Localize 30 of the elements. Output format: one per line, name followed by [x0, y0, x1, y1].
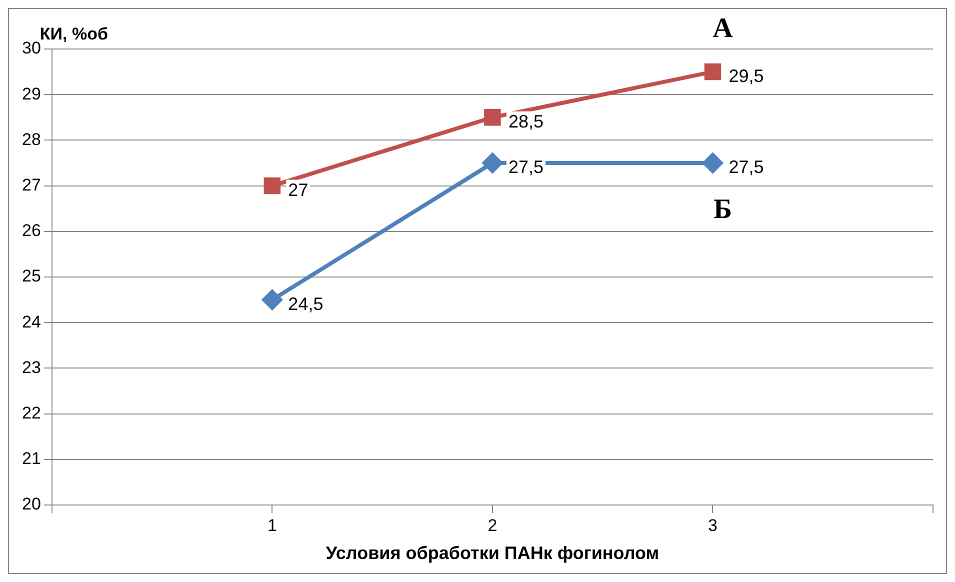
x-tick-label: 3	[708, 516, 718, 535]
y-tick-label: 27	[22, 175, 41, 194]
y-tick-label: 20	[22, 494, 41, 514]
y-tick-label: 21	[22, 449, 41, 468]
y-tick-label: 29	[22, 84, 41, 104]
y-tick-label: 24	[22, 312, 41, 332]
series-label: А	[712, 13, 734, 44]
y-tick-label: 26	[22, 221, 41, 240]
data-label: 27,5	[508, 156, 544, 177]
point	[702, 153, 723, 173]
y-tick-label: 22	[22, 403, 41, 422]
x-tick-label: 1	[267, 516, 277, 535]
x-axis-title: Условия обработки ПАНк фогинолом	[326, 543, 660, 564]
point	[264, 177, 281, 194]
y-axis-title: КИ, %об	[40, 24, 108, 44]
data-label: 27	[288, 180, 308, 200]
point	[484, 109, 501, 126]
y-tick-label: 30	[22, 38, 41, 58]
y-tick-label: 28	[22, 130, 41, 149]
point	[262, 290, 282, 310]
y-tick-label: 25	[22, 266, 41, 286]
x-tick-label: 2	[488, 516, 498, 535]
series-label: Б	[713, 194, 732, 226]
data-label: 29,5	[728, 66, 764, 86]
y-tick-label: 23	[22, 358, 41, 377]
point	[704, 63, 722, 80]
data-label: 27,5	[728, 156, 764, 177]
data-label: 28,5	[508, 111, 544, 132]
point	[482, 153, 502, 173]
data-label: 24,5	[288, 294, 324, 314]
